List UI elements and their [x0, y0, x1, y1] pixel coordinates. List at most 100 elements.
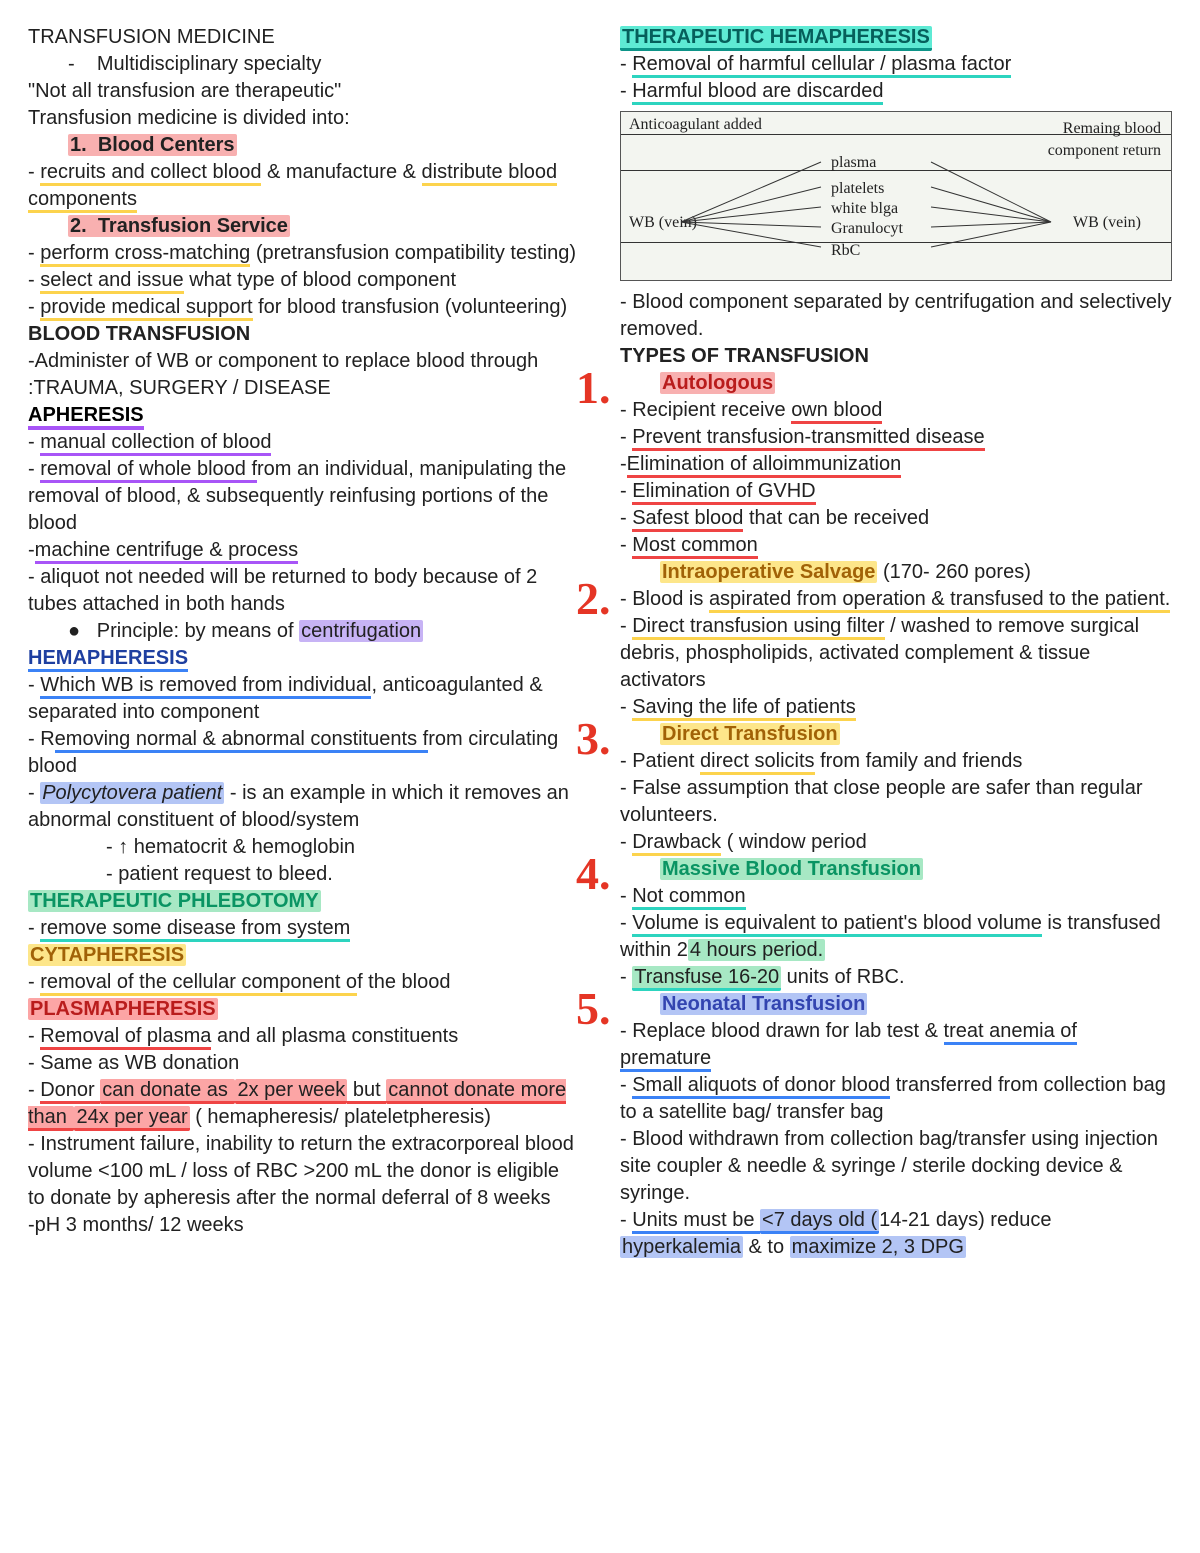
t: THERAPEUTIC HEMAPHERESIS — [620, 26, 932, 51]
t: Most common — [632, 534, 758, 559]
t: maximize 2, 3 DPG — [790, 1236, 966, 1258]
line: - Units must be <7 days old (14-21 days)… — [620, 1207, 1172, 1261]
diagram-lines-icon — [621, 112, 1171, 280]
t: - — [620, 1209, 632, 1231]
line: - Direct transfusion using filter / wash… — [620, 613, 1172, 694]
t: aspirated from operation & transfused to… — [709, 588, 1170, 613]
t: from family and friends — [815, 750, 1023, 772]
line: - Which WB is removed from individual, a… — [28, 672, 580, 726]
t: removal of the cellular component o — [40, 971, 357, 996]
t: Direct Transfusion — [660, 723, 840, 745]
section-1-heading: 1. Blood Centers — [28, 132, 580, 159]
handwritten-5-icon: 5. — [576, 991, 611, 1028]
t: - Patient — [620, 750, 700, 772]
t: Removal of plasma — [40, 1025, 211, 1050]
t: - R — [28, 728, 55, 750]
handwritten-2-icon: 2. — [576, 581, 611, 618]
heading-blood-transfusion: BLOOD TRANSFUSION — [28, 321, 580, 348]
t: Drawback — [632, 831, 721, 856]
t: - — [28, 242, 40, 264]
t: and all plasma constituents — [211, 1025, 458, 1047]
page-title: TRANSFUSION MEDICINE — [28, 24, 580, 51]
t: - Blood is — [620, 588, 709, 610]
t: Elimination of GVHD — [632, 480, 815, 505]
line: - Small aliquots of donor blood transfer… — [620, 1072, 1172, 1126]
line: - Blood withdrawn from collection bag/tr… — [620, 1126, 1172, 1207]
text: Blood Centers — [98, 134, 235, 156]
t: - — [620, 80, 632, 102]
t: Volume is equivalent to patient's blood … — [632, 912, 1042, 937]
text: Multidisciplinary specialty — [97, 53, 322, 75]
line: - Patient direct solicits from family an… — [620, 748, 1172, 775]
line: - Polycytovera patient - is an example i… — [28, 780, 580, 834]
t: <7 days old ( — [760, 1209, 879, 1234]
type-2: 2. Intraoperative Salvage (170- 260 pore… — [620, 559, 1172, 721]
t: ( window period — [721, 831, 867, 853]
t: 14-21 days) reduce — [879, 1209, 1051, 1231]
handwritten-3-icon: 3. — [576, 721, 611, 758]
line: -pH 3 months/ 12 weeks — [28, 1212, 580, 1239]
line: - removal of the cellular component of t… — [28, 969, 580, 996]
line: ● Principle: by means of centrifugation — [28, 618, 580, 645]
line: -Administer of WB or component to replac… — [28, 348, 580, 402]
sub-heading: Neonatal Transfusion — [620, 991, 1172, 1018]
line: - Safest blood that can be received — [620, 505, 1172, 532]
heading-therapeutic-phlebotomy: THERAPEUTIC PHLEBOTOMY — [28, 888, 580, 915]
t: - — [28, 971, 40, 993]
t: Elimination of alloimmunization — [627, 453, 902, 478]
line: - removal of whole blood from an individ… — [28, 456, 580, 537]
t: Units must be — [632, 1209, 760, 1234]
line: - perform cross-matching (pretransfusion… — [28, 240, 580, 267]
t: Autologous — [660, 372, 775, 394]
t: but — [347, 1079, 386, 1104]
t: - — [620, 534, 632, 556]
type-5: 5. Neonatal Transfusion - Replace blood … — [620, 991, 1172, 1261]
type-3: 3. Direct Transfusion - Patient direct s… — [620, 721, 1172, 856]
num: 2. — [70, 215, 87, 237]
line: - patient request to bleed. — [28, 861, 580, 888]
t: THERAPEUTIC PHLEBOTOMY — [28, 890, 321, 912]
text: Transfusion Service — [98, 215, 288, 237]
t: Safest blood — [632, 507, 743, 532]
t: - — [28, 782, 40, 804]
line: - Transfuse 16-20 units of RBC. — [620, 964, 1172, 991]
t: Which WB is removed from individual — [40, 674, 371, 699]
t: Not common — [632, 885, 745, 910]
t: - — [620, 885, 632, 907]
handwritten-diagram: Anticoagulant added plasma platelets whi… — [620, 111, 1172, 281]
right-column: THERAPEUTIC HEMAPHERESIS - Removal of ha… — [620, 24, 1172, 1261]
t: hyperkalemia — [620, 1236, 743, 1258]
t: provide medical support — [40, 296, 252, 321]
t: - — [28, 674, 40, 696]
t: - — [28, 539, 35, 561]
line: - Instrument failure, inability to retur… — [28, 1131, 580, 1212]
heading-apheresis: APHERESIS — [28, 402, 580, 429]
line: - Saving the life of patients — [620, 694, 1172, 721]
t: what type of blood component — [184, 269, 456, 291]
line: -machine centrifuge & process — [28, 537, 580, 564]
t: - Recipient receive — [620, 399, 791, 421]
sub-heading: Autologous — [620, 370, 1172, 397]
t: Neonatal Transfusion — [660, 993, 867, 1015]
intro-line: "Not all transfusion are therapeutic" — [28, 78, 580, 105]
t: remove some disease from system — [40, 917, 350, 942]
t: - — [28, 431, 40, 453]
t: Harmful blood are discarded — [632, 80, 883, 105]
t: (170- 260 pores) — [877, 561, 1030, 583]
line: - provide medical support for blood tran… — [28, 294, 580, 321]
t: - — [28, 1025, 40, 1047]
type-4: 4. Massive Blood Transfusion - Not commo… — [620, 856, 1172, 991]
two-column-layout: TRANSFUSION MEDICINE - Multidisciplinary… — [28, 24, 1172, 1261]
line: - ↑ hematocrit & hemoglobin — [28, 834, 580, 861]
line: - Most common — [620, 532, 1172, 559]
t: manual collection of blood — [40, 431, 271, 456]
t: 4 hours period. — [688, 939, 825, 961]
t: - — [28, 296, 40, 318]
line: - Harmful blood are discarded — [620, 78, 1172, 105]
t: - — [28, 1079, 40, 1101]
t: own blood — [791, 399, 882, 424]
t: machine centrifuge & process — [35, 539, 298, 564]
line: - Donor can donate as 2x per week but ca… — [28, 1077, 580, 1131]
t: - — [28, 917, 40, 939]
t: & to — [743, 1236, 790, 1258]
